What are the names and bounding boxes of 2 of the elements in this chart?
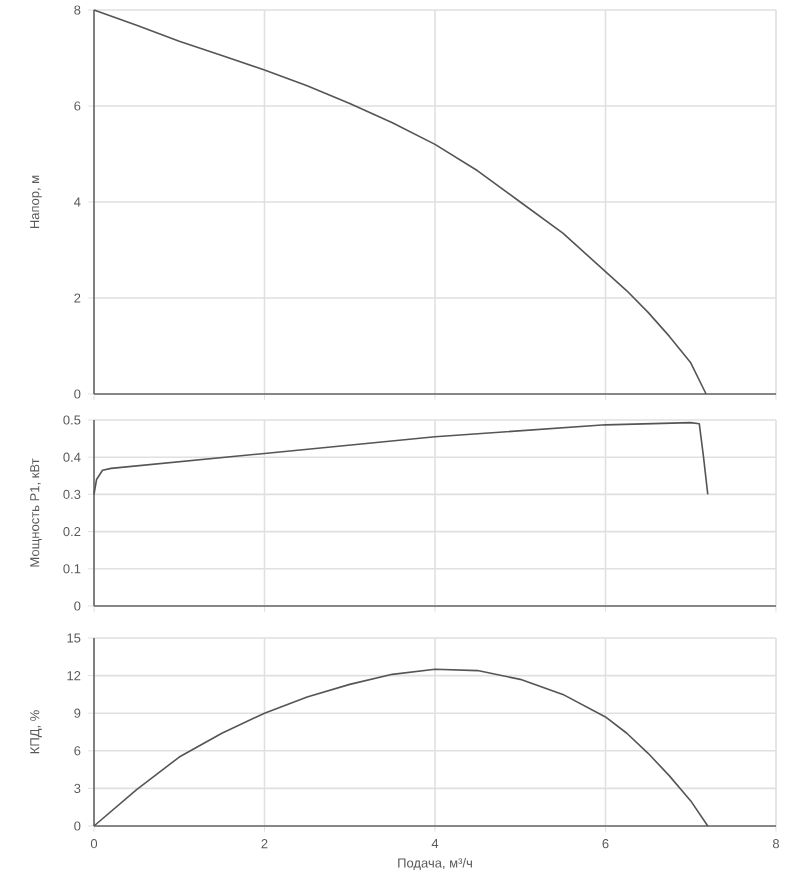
line-series (93, 421, 709, 496)
line-series (93, 668, 709, 827)
